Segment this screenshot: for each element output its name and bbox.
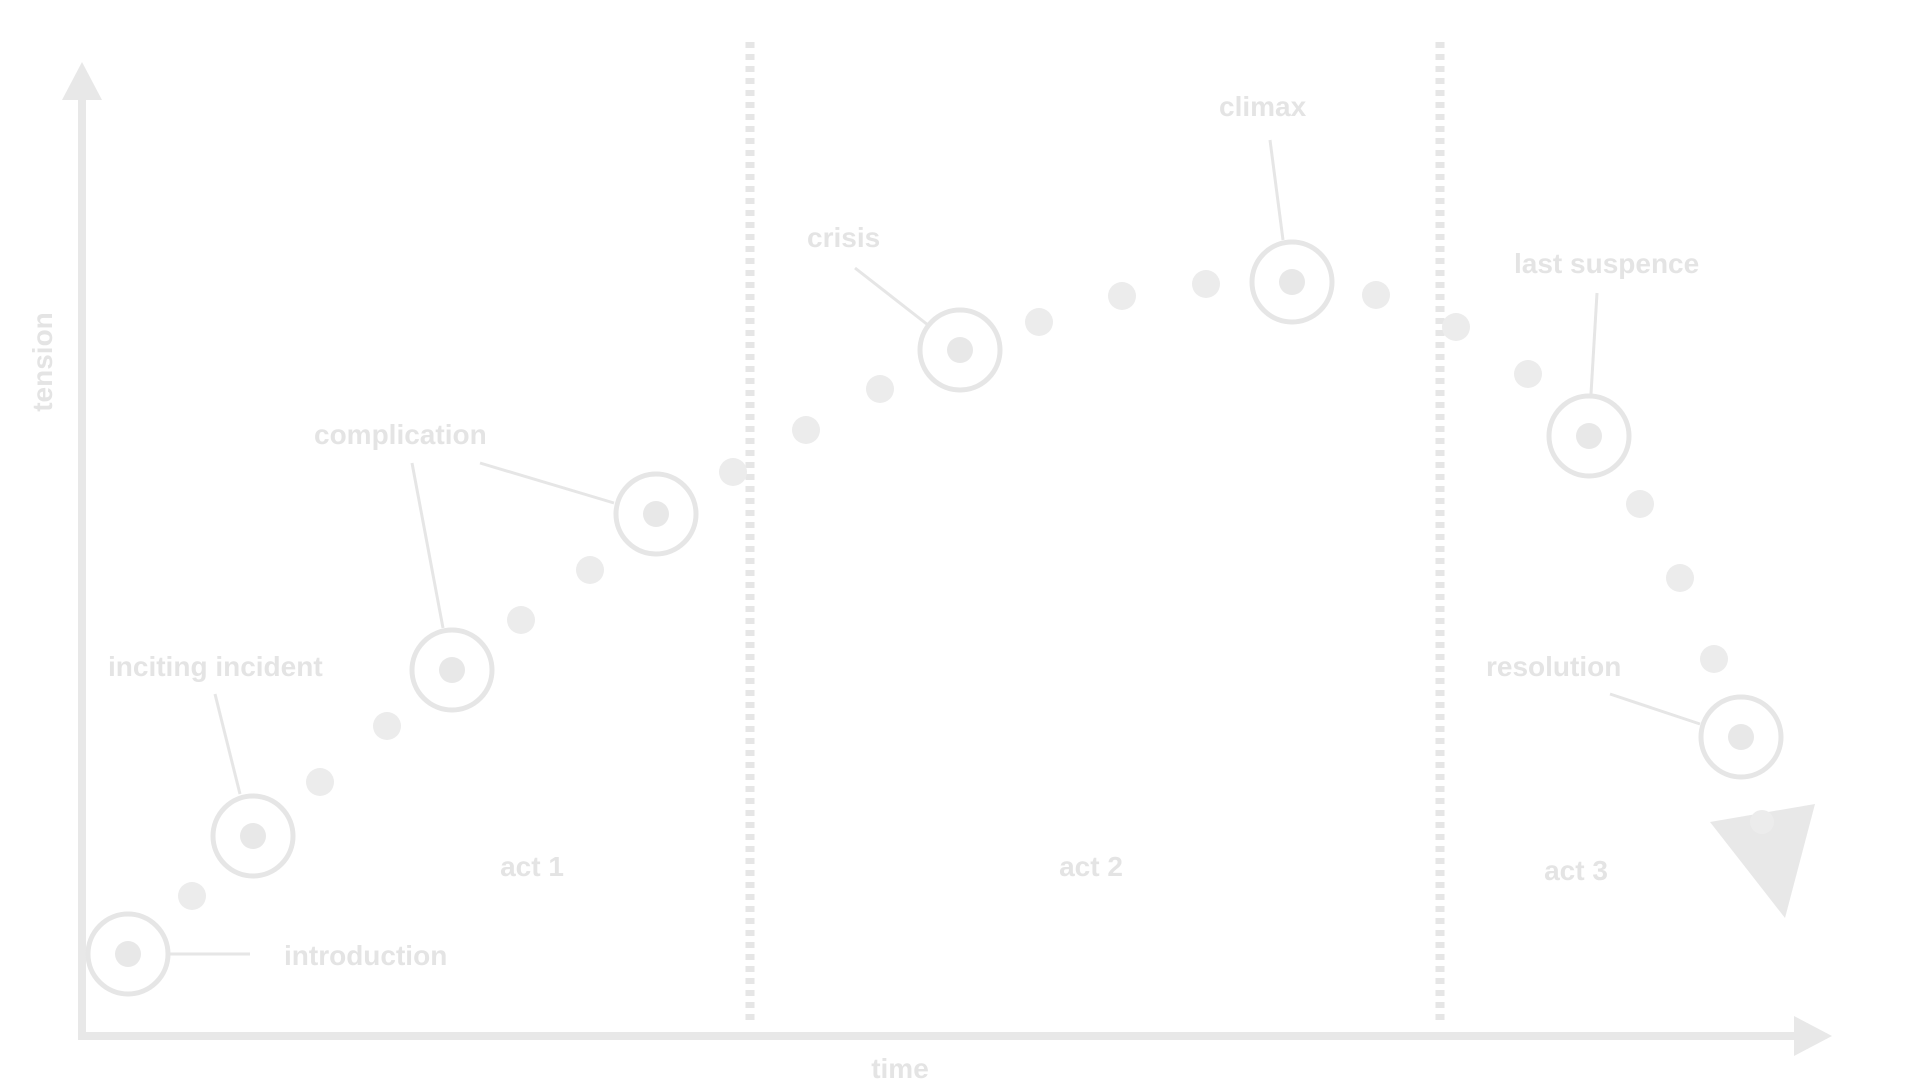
y-axis-label: tension [27, 312, 58, 412]
label-inciting-incident: inciting incident [108, 651, 323, 682]
arc-trail-dot [792, 416, 820, 444]
milestone-last-suspence [1546, 393, 1632, 479]
arc-trail [178, 270, 1728, 910]
label-resolution: resolution [1486, 651, 1621, 682]
milestone-crisis [917, 307, 1003, 393]
arc-trail-dot [576, 556, 604, 584]
arc-trail-dot [1362, 281, 1390, 309]
leader-inciting-incident [213, 693, 242, 795]
arc-trail-dot [1666, 564, 1694, 592]
act-label-2: act 2 [1059, 851, 1123, 882]
arc-trail-dot [306, 768, 334, 796]
leader-resolution [1609, 692, 1701, 726]
act-label-3: act 3 [1544, 855, 1608, 886]
leader-complication-b [479, 461, 615, 505]
label-last-suspence: last suspence [1514, 248, 1699, 279]
arc-end-dot [1750, 810, 1774, 834]
arc-trail-dot [373, 712, 401, 740]
label-introduction: introduction [284, 940, 447, 971]
leader-last-suspence [1589, 292, 1599, 395]
label-crisis: crisis [807, 222, 880, 253]
arc-trail-dot [1626, 490, 1654, 518]
label-climax: climax [1219, 91, 1307, 122]
milestone-inciting-incident [210, 793, 296, 879]
milestone-complication-2 [613, 471, 699, 557]
arc-trail-dot [1108, 282, 1136, 310]
arc-trail-dot [178, 882, 206, 910]
milestone-resolution [1698, 694, 1784, 780]
arc-trail-dot [1442, 313, 1470, 341]
act-label-1: act 1 [500, 851, 564, 882]
leader-complication-a [410, 462, 445, 629]
leader-climax [1268, 139, 1285, 241]
arc-trail-dot [1514, 360, 1542, 388]
arc-trail-dot [507, 606, 535, 634]
arc-end-arrowhead [1710, 804, 1815, 918]
leader-crisis [854, 266, 929, 327]
x-axis-arrowhead [1794, 1016, 1832, 1056]
arc-trail-dot [1025, 308, 1053, 336]
arc-trail-dot [1192, 270, 1220, 298]
milestone-complication-1 [409, 627, 495, 713]
arc-trail-dot [866, 375, 894, 403]
y-axis-arrowhead [62, 62, 102, 100]
milestone-introduction [85, 911, 171, 997]
arc-trail-dot [719, 458, 747, 486]
milestone-climax [1249, 239, 1335, 325]
x-axis-label: time [871, 1053, 929, 1080]
arc-trail-dot [1700, 645, 1728, 673]
label-complication: complication [314, 419, 487, 450]
